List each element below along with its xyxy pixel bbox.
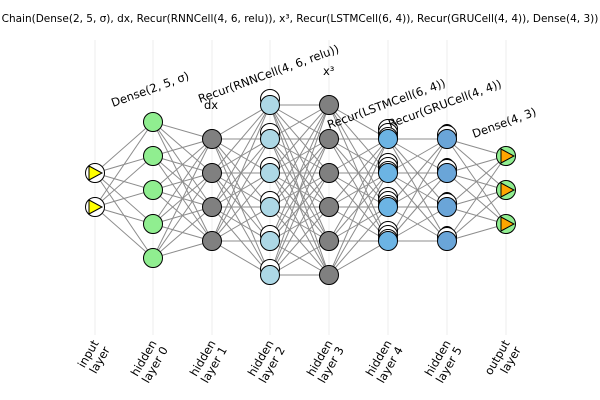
neuron-l0-1-arrow (88, 199, 104, 215)
neuron-l6-0 (437, 129, 457, 149)
axis-label-5: hiddenlayer 4 (363, 338, 406, 386)
axis-label-0: inputlayer (75, 337, 113, 377)
annotation-dense-2: Dense(4, 3) (470, 105, 538, 141)
axis-label-1: hiddenlayer 0 (128, 338, 171, 386)
neuron-l2-1 (202, 163, 222, 183)
neuron-l5-3 (378, 231, 398, 251)
annotation-dense-1: Dense(2, 5, σ) (109, 69, 191, 110)
connection-l5-3-0 (387, 138, 448, 242)
connection-l1-4-3 (152, 240, 213, 259)
axis-label-7: outputlayer (482, 337, 525, 384)
neuron-l5-2 (378, 197, 398, 217)
neuron-l2-2 (202, 197, 222, 217)
connection-l3-4-0 (269, 104, 330, 242)
axis-label-6: hiddenlayer 5 (422, 338, 465, 386)
connection-l2-2-0 (211, 104, 271, 208)
neuron-l0-0-arrow (88, 165, 104, 181)
connection-l6-2-0 (446, 155, 507, 208)
connection-l4-4-0 (328, 138, 389, 242)
neuron-l2-3 (202, 231, 222, 251)
connection-l1-3-0 (152, 138, 213, 225)
connection-l4-3-0 (328, 138, 389, 208)
neuron-l3-5 (260, 265, 280, 285)
neuron-l1-3 (143, 214, 163, 234)
connection-l4-5-1 (328, 172, 389, 276)
connection-l2-3-2 (211, 172, 271, 242)
connection-l1-1-0 (152, 138, 213, 157)
connection-l1-4-0 (152, 138, 213, 259)
connection-l0-1-4 (94, 206, 154, 259)
axis-label-4: hiddenlayer 3 (304, 338, 347, 386)
connection-l3-3-0 (269, 104, 330, 208)
axis-label-3: hiddenlayer 2 (245, 338, 288, 386)
connection-l1-0-0 (152, 121, 213, 140)
connection-l3-5-0 (269, 104, 330, 276)
neuron-l3-2 (260, 163, 280, 183)
neuron-l4-0 (319, 95, 339, 115)
neuron-l7-0-arrow (500, 148, 516, 164)
annotation-cube: x³ (323, 64, 335, 78)
connection-l6-0-0 (446, 138, 507, 157)
axis-label-2: hiddenlayer 1 (187, 338, 230, 386)
neuron-l3-0 (260, 95, 280, 115)
connection-l0-1-2 (94, 189, 154, 208)
connection-l1-4-1 (152, 172, 213, 259)
neuron-l2-0 (202, 129, 222, 149)
neurons (85, 89, 516, 285)
annotation-dx: dx (204, 98, 218, 112)
connection-l2-1-0 (211, 104, 271, 174)
layer-axis-labels: inputlayer hiddenlayer 0 hiddenlayer 1 hidd… (75, 337, 524, 385)
neuron-l4-4 (319, 231, 339, 251)
neuron-l6-2 (437, 197, 457, 217)
neuron-l6-1 (437, 163, 457, 183)
connection-l3-5-2 (269, 172, 330, 276)
neuron-l6-3 (437, 231, 457, 251)
connection-l0-1-0 (94, 121, 154, 208)
neuron-l4-5 (319, 265, 339, 285)
connection-l2-3-3 (211, 206, 271, 242)
neuron-l5-1 (378, 163, 398, 183)
connection-l0-0-0 (94, 121, 154, 174)
neuron-l1-2 (143, 180, 163, 200)
connection-l6-3-1 (446, 189, 507, 242)
connection-l4-5-2 (328, 206, 389, 276)
connection-l3-2-0 (269, 104, 330, 174)
connection-l3-5-1 (269, 138, 330, 276)
neuron-l4-2 (319, 163, 339, 183)
connection-l0-1-1 (94, 155, 154, 208)
connection-l6-3-0 (446, 155, 507, 242)
connection-l2-3-0 (211, 104, 271, 242)
neuron-l4-3 (319, 197, 339, 217)
neuron-l5-0 (378, 129, 398, 149)
diagram-title: Chain(Dense(2, 5, σ), dx, Recur(RNNCell(… (2, 13, 599, 25)
neuron-l3-1 (260, 129, 280, 149)
connection-l2-3-1 (211, 138, 271, 242)
neuron-l1-1 (143, 146, 163, 166)
connection-l2-0-0 (211, 104, 271, 140)
connection-l1-4-2 (152, 206, 213, 259)
neuron-l1-0 (143, 112, 163, 132)
connection-l3-5-3 (269, 206, 330, 276)
neuron-l1-4 (143, 248, 163, 268)
neuron-l3-3 (260, 197, 280, 217)
connection-l4-2-0 (328, 138, 389, 174)
neuron-l4-1 (319, 129, 339, 149)
neuron-l3-4 (260, 231, 280, 251)
neuron-l7-2-arrow (500, 216, 516, 232)
connection-l0-1-3 (94, 206, 154, 225)
neuron-l7-1-arrow (500, 182, 516, 198)
connection-l1-2-0 (152, 138, 213, 191)
connection-l4-5-3 (328, 240, 389, 276)
